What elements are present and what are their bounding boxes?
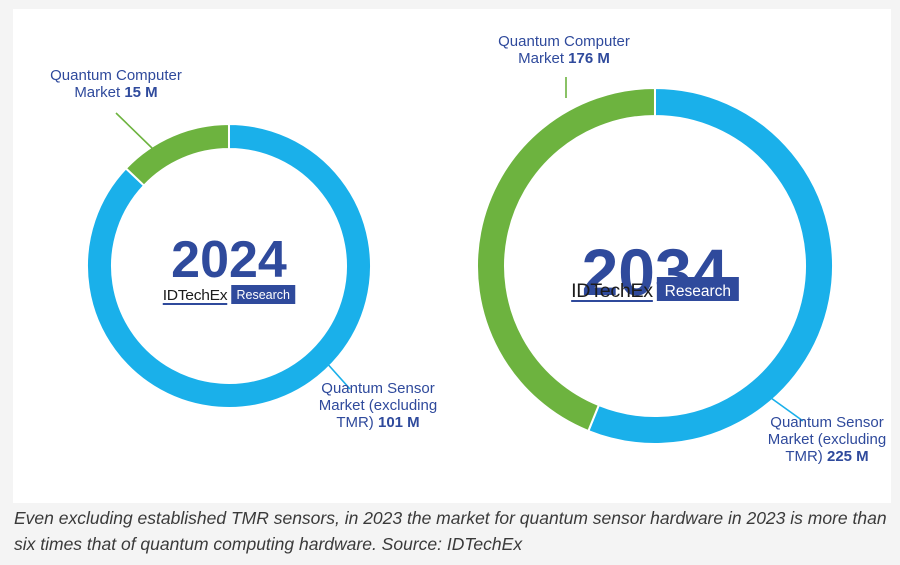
computer-callout: Quantum Computer Market 176 M [498,33,630,98]
logo-research-box [656,277,739,301]
computer-callout: Quantum Computer Market 15 M [50,67,182,150]
sensor-callout: Quantum Sensor Market (excluding TMR) 225 … [768,397,886,465]
sensor-slice [587,86,834,445]
logo-brand-text: IDTechEx [163,287,228,304]
sensor-callout: Quantum Sensor Market (excluding TMR) 101 … [315,350,437,431]
callout-value: 225 M [823,448,869,465]
computer-slice [124,122,230,187]
callout-label: Quantum Computer Market 15 M [50,67,182,101]
callout-leader-line [315,350,351,390]
center-year-label: 2024 [171,231,287,289]
callout-label: Quantum Sensor Market (excluding TMR) 101 … [319,380,437,431]
callout-leader-line [770,397,804,422]
callout-value: 15 M [120,84,158,101]
computer-slice [476,86,656,433]
callout-leader-line [115,112,154,150]
callout-value: 101 M [374,414,420,431]
callout-label: Quantum Computer Market 176 M [498,33,630,67]
idtechex-logo: IDTechEx Research [162,285,296,305]
idtechex-logo: IDTechEx Research [571,277,739,302]
figure-panel: 2024 IDTechEx Research Quantum Computer Mark… [13,9,891,503]
callout-value: 176 M [564,50,610,67]
sensor-slice [86,122,372,409]
figure-caption: Even excluding established TMR sensors, … [14,508,887,554]
logo-research-text: Research [237,288,291,302]
logo-research-text: Research [665,283,731,300]
callout-label: Quantum Sensor Market (excluding TMR) 225 … [768,414,886,465]
logo-research-box [231,285,296,304]
logo-brand-text: IDTechEx [571,281,654,302]
